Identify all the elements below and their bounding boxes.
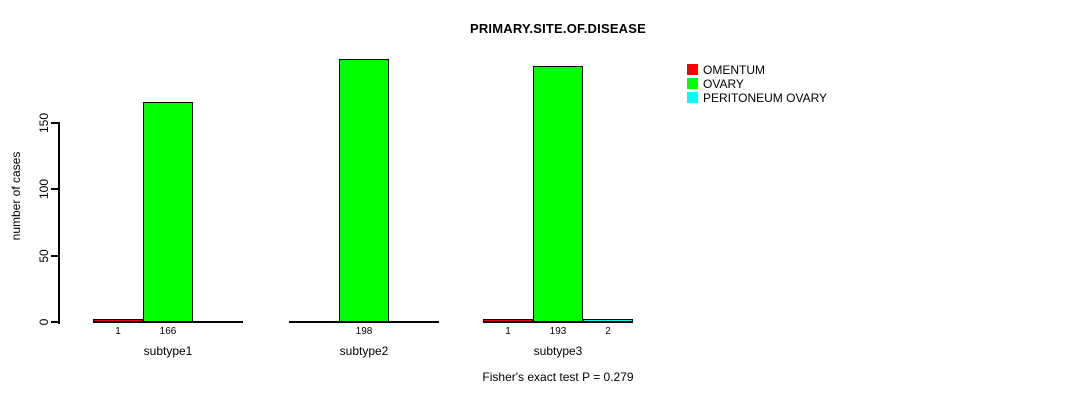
- bar-value-label: 193: [549, 326, 567, 337]
- x-axis-category-label: subtype1: [143, 344, 193, 358]
- y-axis-tick: [51, 122, 58, 124]
- bar-value-label: 1: [115, 326, 121, 337]
- bar-ovary-subtype1: [143, 102, 193, 322]
- legend-swatch-peritoneum-ovary: [687, 92, 698, 103]
- bar-value-label: 166: [159, 326, 177, 337]
- legend-item-omentum: OMENTUM: [687, 62, 765, 77]
- y-axis-tick: [51, 321, 58, 323]
- legend-swatch-omentum: [687, 64, 698, 75]
- y-axis-tick: [51, 255, 58, 257]
- bar-value-label: 198: [355, 326, 373, 337]
- legend-item-peritoneum-ovary: PERITONEUM OVARY: [687, 90, 828, 105]
- bar-peritoneum-ovary-subtype3: [583, 319, 633, 322]
- bar-ovary-subtype3: [533, 66, 583, 322]
- bar-omentum-subtype1: [93, 319, 143, 322]
- y-axis-tick-label: 100: [37, 178, 51, 200]
- x-axis-category-label: subtype3: [533, 344, 583, 358]
- y-axis-line: [58, 122, 60, 324]
- chart-title: PRIMARY.SITE.OF.DISEASE: [469, 21, 647, 36]
- x-baseline-subtype1: [93, 321, 243, 323]
- y-axis-tick: [51, 188, 58, 190]
- y-axis-label: number of cases: [9, 151, 23, 241]
- legend-label: OMENTUM: [703, 62, 765, 77]
- x-baseline-subtype2: [289, 321, 439, 323]
- bar-omentum-subtype3: [483, 319, 533, 322]
- x-baseline-subtype3: [483, 321, 633, 323]
- legend-label: OVARY: [703, 76, 744, 91]
- y-axis-tick-label: 50: [37, 249, 51, 263]
- legend-label: PERITONEUM OVARY: [703, 90, 828, 105]
- bar-ovary-subtype2: [339, 59, 389, 322]
- x-axis-category-label: subtype2: [339, 344, 389, 358]
- footer-caption: Fisher's exact test P = 0.279: [482, 370, 634, 384]
- y-axis-tick-label: 150: [37, 112, 51, 134]
- legend-item-ovary: OVARY: [687, 76, 744, 91]
- bar-value-label: 1: [505, 326, 511, 337]
- legend-swatch-ovary: [687, 78, 698, 89]
- bar-value-label: 2: [605, 326, 611, 337]
- y-axis-tick-label: 0: [37, 318, 51, 326]
